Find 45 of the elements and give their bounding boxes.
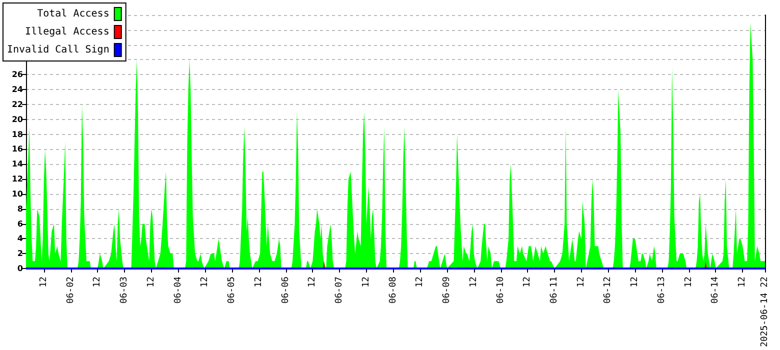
y-tick-label: 10	[12, 189, 24, 198]
y-tick-label: 0	[17, 264, 24, 274]
x-tick-label: 12	[254, 276, 264, 288]
x-tick-label: 12	[415, 276, 426, 288]
x-tick-label: 12	[361, 276, 372, 288]
x-tick-label: 06-07	[334, 276, 345, 304]
x-tick-label: 12	[146, 276, 156, 288]
x-tick-label: 12	[576, 276, 586, 288]
x-tick-label: 06-12	[603, 276, 614, 304]
y-tick-label: 4	[17, 234, 24, 244]
x-tick-label: 12	[738, 276, 748, 288]
y-tick-label: 12	[12, 174, 23, 184]
x-tick-label: 12	[38, 276, 49, 288]
x-tick-label: 12	[468, 276, 479, 288]
y-tick-label: 24	[12, 85, 24, 94]
x-tick-label: 12	[92, 276, 103, 288]
x-tick-label: 06-11	[549, 276, 560, 304]
x-tick-label: 12	[630, 276, 640, 288]
y-tick-label: 8	[17, 204, 24, 214]
y-tick-label: 22	[12, 100, 23, 109]
x-tick-label: 06-03	[120, 276, 130, 304]
legend-label: Total Access	[37, 8, 110, 20]
legend-label: Invalid Call Sign	[6, 44, 110, 56]
x-tick-label: 06-09	[442, 276, 452, 304]
y-tick-label: 16	[12, 144, 24, 154]
y-tick-label: 26	[12, 70, 24, 80]
x-tick-label: 12	[522, 276, 533, 288]
y-tick-label: 2	[17, 249, 23, 258]
x-tick-label: 06-14	[710, 276, 721, 304]
x-tick-label: 12	[308, 276, 318, 288]
x-tick-label: 06-04	[173, 276, 184, 304]
x-tick-label: 06-02	[66, 276, 76, 304]
x-tick-label: 06-05	[227, 276, 238, 304]
x-tick-label: 12	[684, 276, 694, 288]
y-tick-label: 6	[17, 219, 24, 228]
x-tick-label: 12	[200, 276, 210, 288]
x-tick-label: 06-06	[280, 276, 291, 304]
legend-label: Illegal Access	[25, 26, 110, 38]
x-tick-label: 2025-06-14 22	[760, 276, 770, 348]
x-tick-label: 06-13	[656, 276, 667, 304]
y-tick-label: 14	[12, 160, 24, 169]
y-tick-label: 20	[12, 114, 24, 124]
x-tick-label: 06-10	[496, 276, 506, 304]
x-tick-label: 06-08	[388, 276, 398, 304]
y-tick-label: 18	[12, 130, 24, 139]
